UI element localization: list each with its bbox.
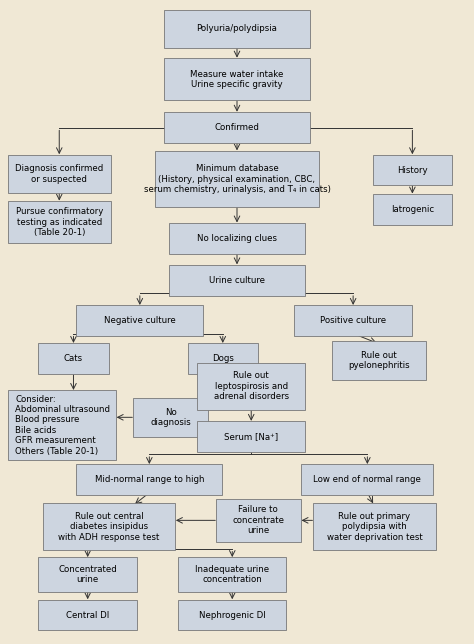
Text: Mid-normal range to high: Mid-normal range to high <box>94 475 204 484</box>
Text: Measure water intake
Urine specific gravity: Measure water intake Urine specific grav… <box>191 70 283 89</box>
Text: Confirmed: Confirmed <box>215 123 259 132</box>
Text: Concentrated
urine: Concentrated urine <box>58 565 117 584</box>
Text: History: History <box>397 166 428 175</box>
FancyBboxPatch shape <box>38 600 137 630</box>
Text: No
diagnosis: No diagnosis <box>150 408 191 427</box>
FancyBboxPatch shape <box>8 201 111 243</box>
FancyBboxPatch shape <box>313 504 436 550</box>
FancyBboxPatch shape <box>38 558 137 591</box>
FancyBboxPatch shape <box>38 343 109 374</box>
FancyBboxPatch shape <box>188 343 258 374</box>
FancyBboxPatch shape <box>169 265 305 296</box>
FancyBboxPatch shape <box>164 58 310 100</box>
Text: Cats: Cats <box>64 354 83 363</box>
Text: Positive culture: Positive culture <box>320 316 386 325</box>
Text: Central DI: Central DI <box>66 611 109 620</box>
Text: Iatrogenic: Iatrogenic <box>391 205 434 214</box>
FancyBboxPatch shape <box>43 504 175 550</box>
Text: Inadequate urine
concentration: Inadequate urine concentration <box>195 565 269 584</box>
FancyBboxPatch shape <box>164 112 310 143</box>
FancyBboxPatch shape <box>169 223 305 254</box>
Text: Low end of normal range: Low end of normal range <box>313 475 421 484</box>
Text: No localizing clues: No localizing clues <box>197 234 277 243</box>
Text: Rule out
pyelonephritis: Rule out pyelonephritis <box>348 351 410 370</box>
Text: Rule out primary
polydipsia with
water deprivation test: Rule out primary polydipsia with water d… <box>327 512 422 542</box>
FancyBboxPatch shape <box>164 10 310 48</box>
FancyBboxPatch shape <box>373 155 452 185</box>
Text: Dogs: Dogs <box>212 354 234 363</box>
Text: Negative culture: Negative culture <box>104 316 176 325</box>
Text: Minimum database
(History, physical examination, CBC,
serum chemistry, urinalysi: Minimum database (History, physical exam… <box>144 164 330 194</box>
FancyBboxPatch shape <box>76 305 203 336</box>
FancyBboxPatch shape <box>197 421 305 452</box>
Text: Rule out
leptospirosis and
adrenal disorders: Rule out leptospirosis and adrenal disor… <box>214 372 289 401</box>
FancyBboxPatch shape <box>8 155 111 193</box>
FancyBboxPatch shape <box>155 151 319 207</box>
FancyBboxPatch shape <box>373 194 452 225</box>
Text: Polyuria/polydipsia: Polyuria/polydipsia <box>197 24 277 33</box>
FancyBboxPatch shape <box>216 499 301 542</box>
FancyBboxPatch shape <box>8 390 116 460</box>
Text: Diagnosis confirmed
or suspected: Diagnosis confirmed or suspected <box>15 164 103 184</box>
Text: Failure to
concentrate
urine: Failure to concentrate urine <box>232 506 284 535</box>
FancyBboxPatch shape <box>178 558 286 591</box>
FancyBboxPatch shape <box>76 464 222 495</box>
Text: Serum [Na⁺]: Serum [Na⁺] <box>224 432 278 441</box>
FancyBboxPatch shape <box>294 305 412 336</box>
FancyBboxPatch shape <box>197 363 305 410</box>
Text: Urine culture: Urine culture <box>209 276 265 285</box>
Text: Rule out central
diabetes insipidus
with ADH response test: Rule out central diabetes insipidus with… <box>58 512 160 542</box>
FancyBboxPatch shape <box>301 464 433 495</box>
Text: Pursue confirmatory
testing as indicated
(Table 20-1): Pursue confirmatory testing as indicated… <box>16 207 103 237</box>
Text: Nephrogenic DI: Nephrogenic DI <box>199 611 265 620</box>
Text: Consider:
Abdominal ultrasound
Blood pressure
Bile acids
GFR measurement
Others : Consider: Abdominal ultrasound Blood pre… <box>15 395 110 455</box>
FancyBboxPatch shape <box>133 398 208 437</box>
FancyBboxPatch shape <box>178 600 286 630</box>
FancyBboxPatch shape <box>332 341 426 380</box>
